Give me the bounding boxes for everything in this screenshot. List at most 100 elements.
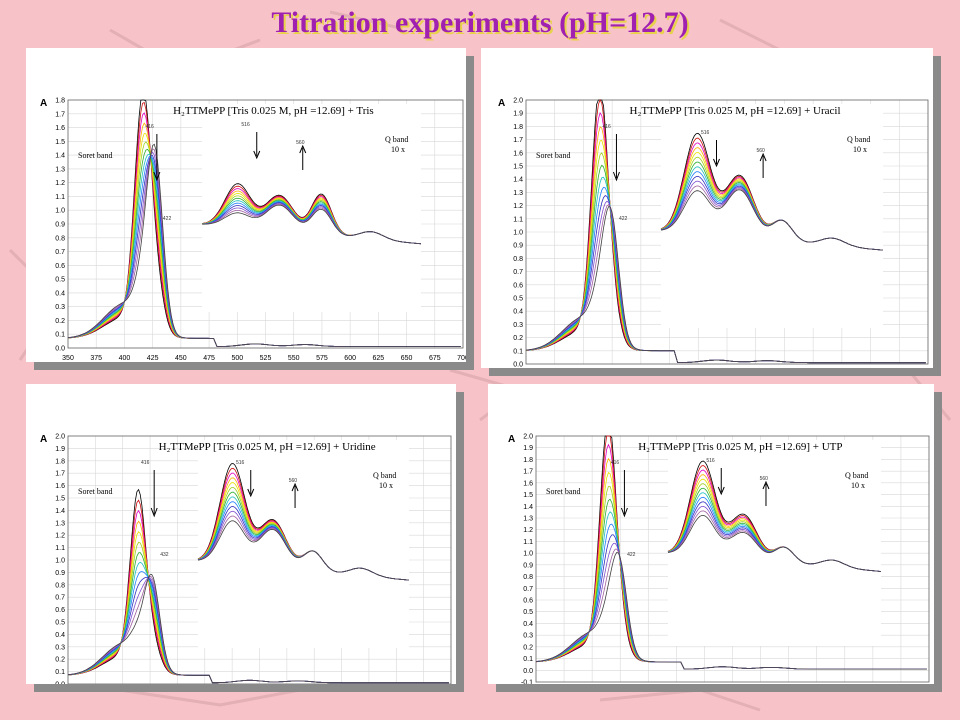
qband-arrow-head (253, 150, 261, 160)
x-tick-label: 500 (231, 355, 243, 362)
y-tick-label: 0.9 (523, 562, 533, 569)
qband-arrow-head (247, 488, 255, 498)
soret-series-line (67, 573, 449, 684)
soret-series-line (535, 551, 927, 670)
soret-arrow-head (612, 171, 620, 182)
qband-new-peak-label: 560 (289, 478, 298, 484)
chart-utp: 3503754004254504755005255505756006256506… (508, 434, 930, 685)
y-tick-label: 1.1 (55, 545, 65, 552)
y-tick-label: 2.0 (523, 434, 533, 441)
x-tick-label: 575 (316, 355, 328, 362)
x-tick-label: 400 (119, 355, 131, 362)
qband-arrow-head-up (291, 482, 299, 492)
y-tick-label: 0.0 (523, 668, 533, 675)
qband-arrow-head-up (759, 152, 767, 162)
y-tick-label: 1.1 (513, 216, 523, 223)
y-tick-label: 0.4 (523, 621, 533, 628)
y-tick-label: 0.4 (55, 632, 65, 639)
y-tick-label: 1.6 (55, 125, 65, 132)
chart-title: H₂TTMePP [Tris 0.025 M, pH =12.69] + UTP (638, 441, 842, 453)
y-tick-label: 1.9 (523, 445, 533, 452)
chart-title: H₂TTMePP [Tris 0.025 M, pH =12.69] + Uri… (159, 441, 376, 453)
y-tick-label: 0.1 (55, 669, 65, 676)
soret-new-peak-label: 422 (163, 216, 172, 222)
x-tick-label: 550 (288, 355, 300, 362)
y-tick-label: 1.5 (513, 164, 523, 171)
soret-new-peak-label: 422 (627, 552, 636, 558)
x-tick-label: 450 (175, 355, 187, 362)
y-tick-label: 0.2 (55, 657, 65, 664)
soret-series-line (67, 143, 461, 348)
x-tick-label: 350 (62, 355, 74, 362)
plot-frame (67, 435, 452, 684)
qband-label: Q band (847, 135, 870, 144)
y-tick-label: 0.7 (55, 595, 65, 602)
soret-band-label: Soret band (78, 487, 112, 496)
y-tick-label: 1.0 (55, 208, 65, 215)
qband-series-line (197, 520, 410, 581)
x-tick-label: 375 (90, 355, 102, 362)
y-axis-label: A (498, 98, 505, 109)
y-axis-label: A (508, 434, 515, 445)
qband-label: Q band (373, 471, 396, 480)
qband-arrow-head (713, 158, 720, 168)
soret-band-label: Soret band (546, 487, 580, 496)
y-tick-label: -0.1 (521, 680, 533, 685)
y-tick-label: 0.3 (513, 322, 523, 329)
y-tick-label: 0.6 (55, 607, 65, 614)
y-tick-label: 2.0 (55, 434, 65, 441)
qband-peak-label: 516 (701, 130, 710, 136)
plot-frame (525, 99, 929, 365)
qband-series-line (201, 204, 422, 245)
y-axis-label: A (40, 434, 47, 445)
y-tick-label: 1.7 (523, 469, 533, 476)
y-tick-label: 1.4 (55, 508, 65, 515)
x-tick-label: 600 (344, 355, 356, 362)
y-tick-label: 0.8 (513, 256, 523, 263)
chart-title: H₂TTMePP [Tris 0.025 M, pH =12.69] + Tri… (173, 105, 374, 117)
soret-peak-label: 416 (141, 460, 150, 466)
qband-series-line (660, 189, 884, 251)
y-tick-label: 0.5 (523, 609, 533, 616)
y-tick-label: 0.6 (513, 282, 523, 289)
qband-arrow-head-up (762, 480, 770, 490)
y-tick-label: 0.7 (55, 249, 65, 256)
y-tick-label: 0.3 (55, 644, 65, 651)
qband-series-line (667, 514, 882, 572)
y-tick-label: 1.4 (523, 504, 533, 511)
soret-band-label: Soret band (536, 151, 570, 160)
x-tick-label: 525 (260, 355, 272, 362)
chart-uracil: 3503754004254504755005255505756006256506… (498, 98, 929, 369)
y-tick-label: 0.2 (513, 335, 523, 342)
y-tick-label: 1.9 (513, 111, 523, 118)
y-tick-label: 0.0 (513, 362, 523, 369)
y-tick-label: 0.5 (55, 277, 65, 284)
qband-scale-label: 10 x (379, 481, 393, 490)
y-tick-label: 1.6 (523, 480, 533, 487)
y-tick-label: 1.5 (55, 139, 65, 146)
y-tick-label: 1.8 (55, 98, 65, 105)
y-tick-label: 1.2 (55, 180, 65, 187)
qband-new-peak-label: 560 (756, 148, 765, 154)
y-tick-label: 0.7 (513, 269, 523, 276)
y-tick-label: 0.9 (55, 570, 65, 577)
y-tick-label: 0.0 (55, 346, 65, 353)
y-tick-label: 0.6 (523, 598, 533, 605)
qband-new-peak-label: 560 (760, 476, 769, 482)
plot-frame (67, 99, 464, 349)
soret-new-peak-label: 422 (619, 216, 628, 222)
y-tick-label: 0.5 (55, 620, 65, 627)
y-tick-label: 1.0 (55, 558, 65, 565)
chart-panel-uridine: 3503754004254504755005255505756006256506… (26, 384, 464, 692)
y-tick-label: 1.5 (523, 492, 533, 499)
soret-peak-label: 416 (603, 124, 612, 130)
chart-title: H₂TTMePP [Tris 0.025 M, pH =12.69] + Ura… (630, 105, 841, 117)
soret-peak-label: 416 (611, 460, 620, 466)
qband-arrow-head-up (299, 144, 307, 154)
y-tick-label: 1.3 (523, 516, 533, 523)
soret-arrow-head (620, 507, 628, 518)
y-tick-label: 0.1 (55, 332, 65, 339)
chart-panel-uracil: 3503754004254504755005255505756006256506… (481, 48, 941, 376)
x-tick-label: 475 (203, 355, 215, 362)
y-tick-label: 0.1 (523, 656, 533, 663)
